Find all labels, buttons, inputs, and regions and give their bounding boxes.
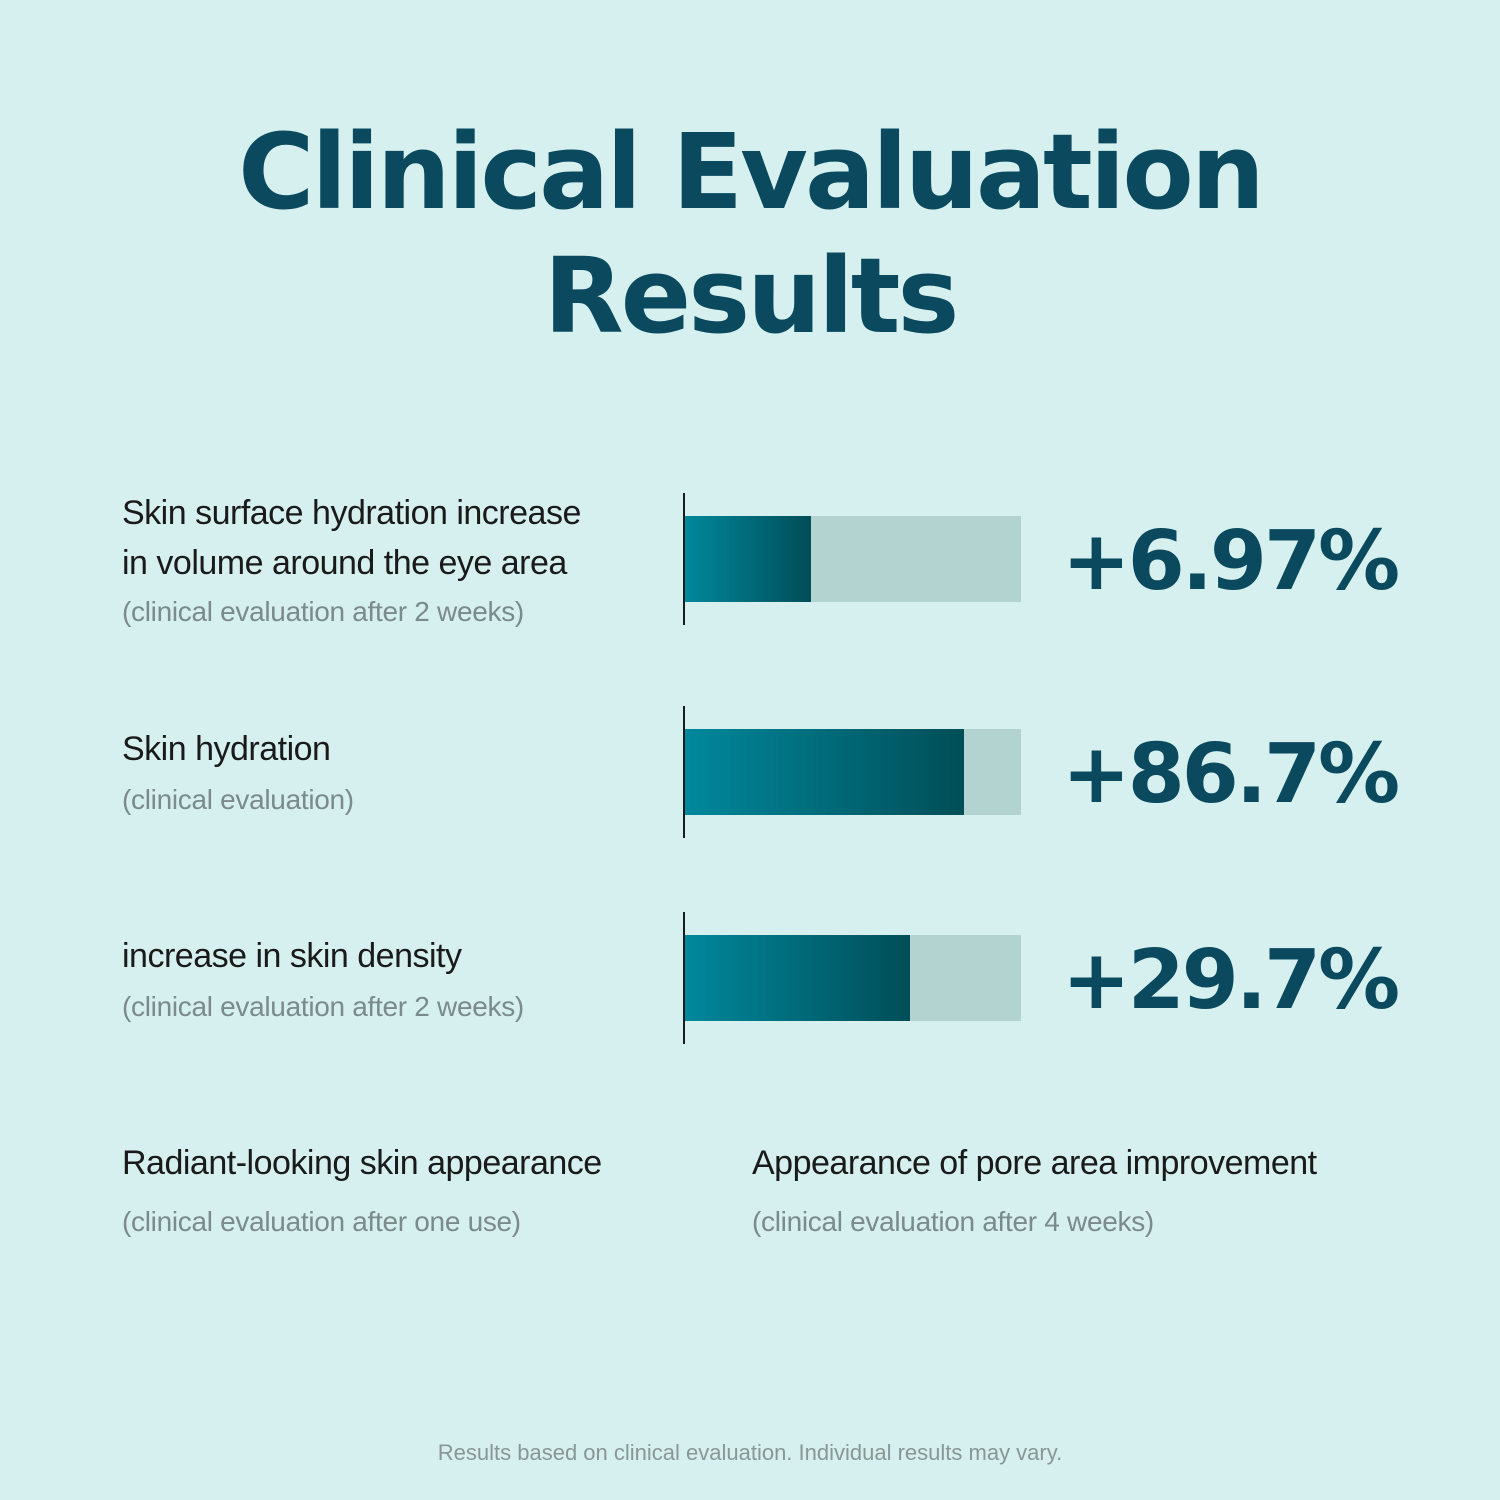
value-label: +6.97% — [1062, 514, 1400, 609]
bar-fill — [685, 729, 964, 815]
metric-sublabel: (clinical evaluation) — [122, 784, 354, 815]
bar-axis-line — [683, 493, 685, 625]
bar-fill — [685, 935, 910, 1021]
title-line-1: Clinical Evaluation — [238, 111, 1265, 233]
bar-fill — [685, 516, 811, 602]
metric-label: increase in skin density — [122, 931, 462, 981]
title-line-2: Results — [543, 235, 960, 357]
claim-radiant-label: Radiant-looking skin appearance — [122, 1144, 602, 1182]
page-title: Clinical Evaluation Results — [0, 110, 1500, 358]
metric-label: Skin hydration — [122, 724, 331, 774]
claim-radiant-sublabel: (clinical evaluation after one use) — [122, 1206, 521, 1237]
metric-sublabel: (clinical evaluation after 2 weeks) — [122, 991, 524, 1022]
metric-label-line: Skin surface hydration increase — [122, 494, 581, 532]
bar-axis-line — [683, 912, 685, 1044]
value-label: +29.7% — [1062, 933, 1400, 1028]
metric-label-line: in volume around the eye area — [122, 544, 567, 582]
metric-label: Skin surface hydration increase in volum… — [122, 488, 581, 588]
claim-pore-sublabel: (clinical evaluation after 4 weeks) — [752, 1206, 1154, 1237]
bar-track — [685, 935, 1021, 1021]
value-label: +86.7% — [1062, 727, 1400, 822]
metric-label-line: Skin hydration — [122, 730, 331, 768]
claim-pore-label: Appearance of pore area improvement — [752, 1144, 1317, 1182]
bar-track — [685, 516, 1021, 602]
metric-label-line: increase in skin density — [122, 937, 462, 975]
metric-sublabel: (clinical evaluation after 2 weeks) — [122, 596, 524, 627]
bar-axis-line — [683, 706, 685, 838]
bar-track — [685, 729, 1021, 815]
disclaimer: Results based on clinical evaluation. In… — [437, 1440, 1063, 1465]
